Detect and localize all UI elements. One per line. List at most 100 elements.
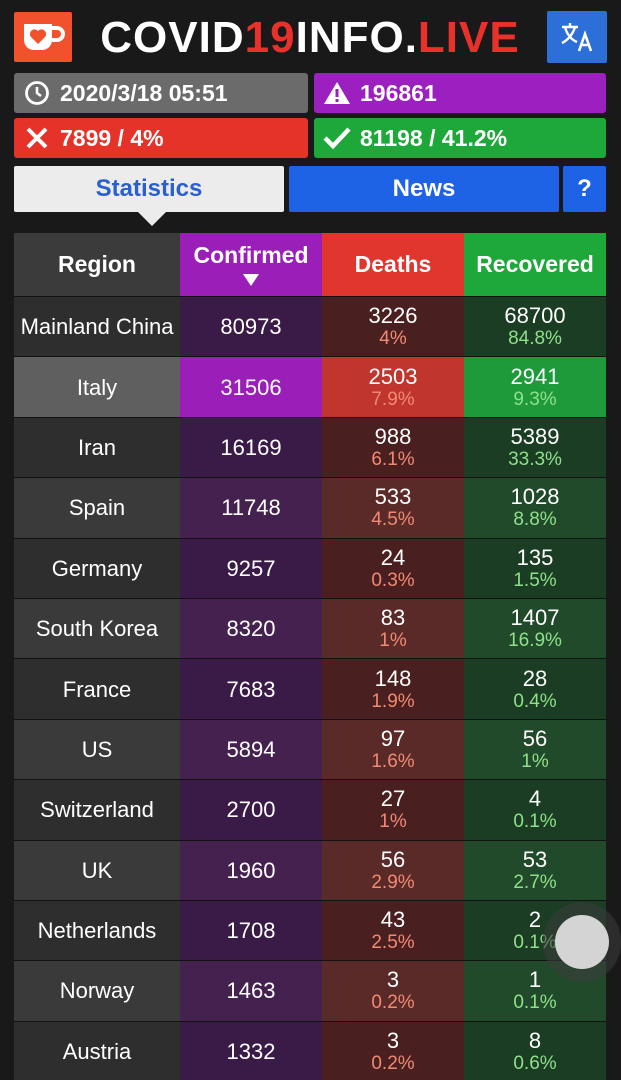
- confirmed-value: 16169: [220, 434, 282, 460]
- table-row[interactable]: Germany 9257 24 0.3% 135 1.5%: [14, 538, 606, 599]
- total-recovered-value: 81198 / 41.2%: [360, 124, 508, 151]
- confirmed-value: 31506: [220, 374, 282, 400]
- total-deaths-value: 7899 / 4%: [60, 124, 164, 151]
- recovered-percent: 9.3%: [513, 388, 557, 410]
- deaths-percent: 2.9%: [371, 871, 415, 893]
- deaths-percent: 1%: [379, 630, 407, 652]
- table-row[interactable]: UK 1960 56 2.9% 53 2.7%: [14, 840, 606, 901]
- recovered-value: 56: [522, 725, 548, 751]
- recovered-percent: 2.7%: [513, 871, 557, 893]
- recovered-value: 5389: [510, 423, 560, 449]
- confirmed-value: 1960: [226, 857, 276, 883]
- confirmed-cell: 9257: [180, 538, 322, 598]
- recovered-cell: 68700 84.8%: [464, 297, 606, 357]
- table-row[interactable]: Netherlands 1708 43 2.5% 2 0.1%: [14, 900, 606, 962]
- table-row[interactable]: Italy 31506 2503 7.9% 2941 9.3%: [14, 357, 606, 418]
- app-header: COVID19INFO.LIVE: [0, 0, 621, 72]
- recovered-cell: 8 0.6%: [464, 1021, 606, 1080]
- table-row[interactable]: South Korea 8320 83 1% 1407 16.9%: [14, 598, 606, 660]
- table-row[interactable]: Spain 11748 533 4.5% 1028 8.8%: [14, 478, 606, 539]
- region-cell: Norway: [14, 961, 180, 1021]
- tab-statistics[interactable]: Statistics: [14, 166, 284, 212]
- deaths-cell: 83 1%: [322, 598, 464, 659]
- translate-button[interactable]: [547, 11, 607, 63]
- region-cell: Mainland China: [14, 297, 180, 357]
- table-row[interactable]: Norway 1463 3 0.2% 1 0.1%: [14, 961, 606, 1022]
- table-row[interactable]: Iran 16169 988 6.1% 5389 33.3%: [14, 417, 606, 479]
- help-button[interactable]: ?: [563, 166, 606, 212]
- deaths-value: 27: [380, 786, 406, 812]
- last-updated-bar: 2020/3/18 05:51: [14, 73, 308, 113]
- brand-part-live: LIVE: [417, 13, 520, 62]
- deaths-value: 83: [380, 605, 406, 631]
- recovered-cell: 1407 16.9%: [464, 598, 606, 659]
- recovered-value: 68700: [504, 303, 566, 329]
- tab-news[interactable]: News: [289, 166, 559, 212]
- column-header-region[interactable]: Region: [14, 233, 180, 296]
- confirmed-cell: 16169: [180, 417, 322, 478]
- region-name: Italy: [76, 374, 118, 400]
- active-tab-pointer: [136, 210, 168, 226]
- recovered-cell: 53 2.7%: [464, 840, 606, 900]
- region-cell: Netherlands: [14, 900, 180, 961]
- recovered-value: 8: [528, 1027, 542, 1053]
- region-cell: Iran: [14, 417, 180, 478]
- confirmed-cell: 80973: [180, 297, 322, 357]
- region-name: Netherlands: [37, 918, 157, 944]
- region-cell: US: [14, 719, 180, 780]
- confirmed-value: 1708: [226, 918, 276, 944]
- deaths-value: 3: [386, 967, 400, 993]
- cross-icon: [14, 126, 60, 150]
- deaths-percent: 1%: [379, 811, 407, 833]
- region-name: Switzerland: [40, 797, 154, 823]
- recovered-value: 28: [522, 665, 548, 691]
- confirmed-cell: 1332: [180, 1021, 322, 1080]
- recovered-percent: 16.9%: [508, 630, 562, 652]
- region-cell: Germany: [14, 538, 180, 598]
- deaths-cell: 988 6.1%: [322, 417, 464, 478]
- deaths-percent: 0.3%: [371, 569, 415, 591]
- column-header-recovered-label: Recovered: [476, 251, 594, 277]
- table-body: Mainland China 80973 3226 4% 68700 84.8% Italy…: [14, 297, 606, 1080]
- region-name: Norway: [59, 978, 135, 1004]
- column-header-recovered[interactable]: Recovered: [464, 233, 606, 296]
- recovered-value: 135: [516, 544, 554, 570]
- recovered-cell: 2941 9.3%: [464, 357, 606, 417]
- confirmed-value: 11748: [221, 495, 281, 521]
- deaths-percent: 7.9%: [371, 388, 415, 410]
- coffee-cup-heart-icon: [24, 24, 65, 50]
- deaths-percent: 1.6%: [371, 750, 415, 772]
- table-row[interactable]: Austria 1332 3 0.2% 8 0.6%: [14, 1021, 606, 1080]
- deaths-percent: 6.1%: [371, 448, 415, 470]
- confirmed-cell: 1463: [180, 961, 322, 1021]
- deaths-cell: 3 0.2%: [322, 961, 464, 1021]
- column-header-confirmed[interactable]: Confirmed: [180, 233, 322, 296]
- region-name: Mainland China: [20, 314, 174, 340]
- deaths-percent: 1.9%: [371, 690, 415, 712]
- deaths-value: 97: [380, 725, 406, 751]
- region-cell: Switzerland: [14, 780, 180, 840]
- region-cell: Spain: [14, 478, 180, 538]
- recovered-cell: 135 1.5%: [464, 538, 606, 598]
- total-confirmed-bar: 196861: [314, 73, 606, 113]
- recovered-percent: 1.5%: [513, 569, 557, 591]
- region-name: South Korea: [35, 616, 159, 642]
- recovered-percent: 0.1%: [513, 811, 557, 833]
- deaths-cell: 56 2.9%: [322, 840, 464, 900]
- sort-down-icon: [243, 274, 259, 286]
- table-row[interactable]: Switzerland 2700 27 1% 4 0.1%: [14, 780, 606, 841]
- table-row[interactable]: France 7683 148 1.9% 28 0.4%: [14, 659, 606, 720]
- confirmed-cell: 1960: [180, 840, 322, 900]
- brand-part-covid: COVID: [100, 13, 245, 62]
- total-deaths-bar: 7899 / 4%: [14, 118, 308, 158]
- coffee-donate-button[interactable]: [14, 12, 72, 62]
- floating-assistive-button[interactable]: [543, 902, 621, 982]
- table-row[interactable]: US 5894 97 1.6% 56 1%: [14, 719, 606, 781]
- table-row[interactable]: Mainland China 80973 3226 4% 68700 84.8%: [14, 297, 606, 358]
- deaths-percent: 4%: [379, 328, 407, 350]
- recovered-percent: 0.1%: [513, 992, 557, 1014]
- column-header-deaths[interactable]: Deaths: [322, 233, 464, 296]
- deaths-value: 43: [380, 907, 406, 933]
- confirmed-value: 1332: [226, 1038, 276, 1064]
- deaths-cell: 3 0.2%: [322, 1021, 464, 1080]
